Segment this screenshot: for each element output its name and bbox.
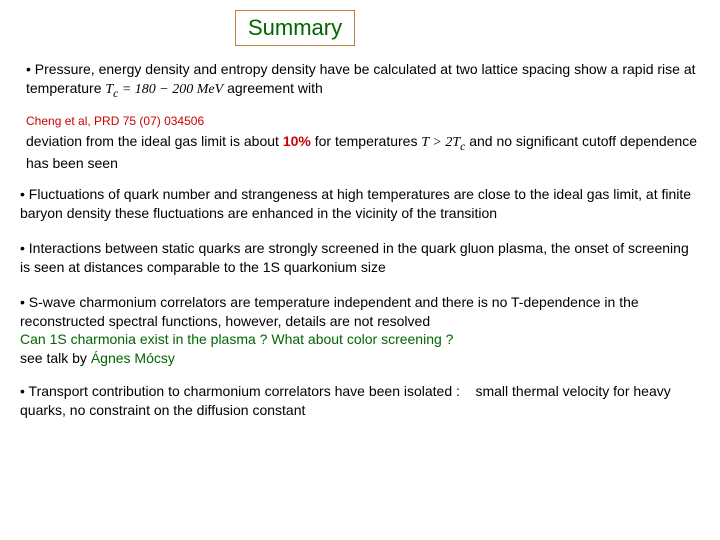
slide-root: Summary • Pressure, energy density and e… xyxy=(0,0,720,540)
bullet-2: • Fluctuations of quark number and stran… xyxy=(20,185,700,223)
deviation-text-b: for temperatures xyxy=(311,133,422,149)
deviation-highlight: 10% xyxy=(283,133,311,149)
bullet-4-block: • S-wave charmonium correlators are temp… xyxy=(20,293,700,369)
bullet-4: • S-wave charmonium correlators are temp… xyxy=(20,293,700,331)
see-talk-name: Ágnes Mócsy xyxy=(91,350,175,366)
bullet-4-question: Can 1S charmonia exist in the plasma ? W… xyxy=(20,330,700,349)
bullet-1-continuation: deviation from the ideal gas limit is ab… xyxy=(20,132,700,173)
deviation-equation: T > 2Tc xyxy=(421,135,465,150)
bullet-1-equation: Tc = 180 − 200 MeV xyxy=(105,82,223,97)
citation: Cheng et al, PRD 75 (07) 034506 xyxy=(26,113,700,129)
deviation-text-a: deviation from the ideal gas limit is ab… xyxy=(26,133,283,149)
summary-title: Summary xyxy=(248,15,342,40)
bullet-4-seetalk: see talk by Ágnes Mócsy xyxy=(20,349,700,368)
summary-title-box: Summary xyxy=(235,10,355,46)
see-talk-label: see talk by xyxy=(20,350,91,366)
slide-body: • Pressure, energy density and entropy d… xyxy=(20,60,700,420)
bullet-1: • Pressure, energy density and entropy d… xyxy=(20,60,700,101)
bullet-5: • Transport contribution to charmonium c… xyxy=(20,382,700,420)
bullet-3: • Interactions between static quarks are… xyxy=(20,239,700,277)
bullet-1-text-b: agreement with xyxy=(223,80,323,96)
